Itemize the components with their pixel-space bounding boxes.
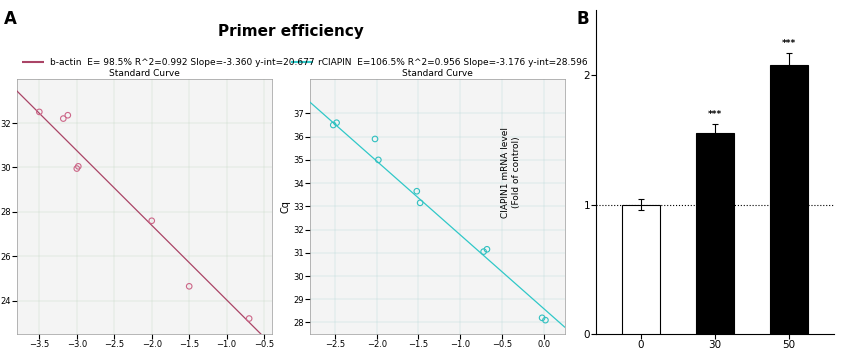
Point [330, 120, 344, 126]
Title: Standard Curve: Standard Curve [402, 69, 472, 78]
Point [410, 189, 424, 194]
Point [371, 157, 385, 163]
Text: rCIAPIN  E=106.5% R^2=0.956 Slope=-3.176 y-int=28.596: rCIAPIN E=106.5% R^2=0.956 Slope=-3.176 … [318, 57, 588, 66]
Point [477, 249, 490, 254]
Title: Standard Curve: Standard Curve [109, 69, 179, 78]
Text: B: B [577, 10, 589, 29]
Text: A: A [4, 10, 17, 29]
Point [536, 315, 549, 321]
Point [33, 109, 46, 115]
Bar [621, 205, 660, 334]
Bar [695, 133, 734, 334]
Bar [770, 65, 808, 334]
Y-axis label: CIAPIN1 mRNA level
(Fold of control): CIAPIN1 mRNA level (Fold of control) [501, 127, 520, 218]
Point [72, 164, 85, 169]
Y-axis label: Cq: Cq [280, 200, 290, 213]
Point [368, 136, 381, 142]
Point [56, 116, 70, 121]
Text: ***: *** [782, 39, 797, 48]
Point [242, 316, 256, 321]
Point [413, 200, 427, 206]
Text: Primer efficiency: Primer efficiency [218, 24, 364, 39]
Point [70, 166, 83, 171]
Point [145, 218, 158, 223]
Point [480, 246, 493, 252]
Point [327, 122, 340, 128]
Point [539, 317, 552, 323]
Text: ***: *** [708, 110, 722, 119]
Text: b-actin  E= 98.5% R^2=0.992 Slope=-3.360 y-int=20.677: b-actin E= 98.5% R^2=0.992 Slope=-3.360 … [50, 57, 314, 66]
Point [61, 112, 75, 118]
Point [183, 284, 196, 289]
